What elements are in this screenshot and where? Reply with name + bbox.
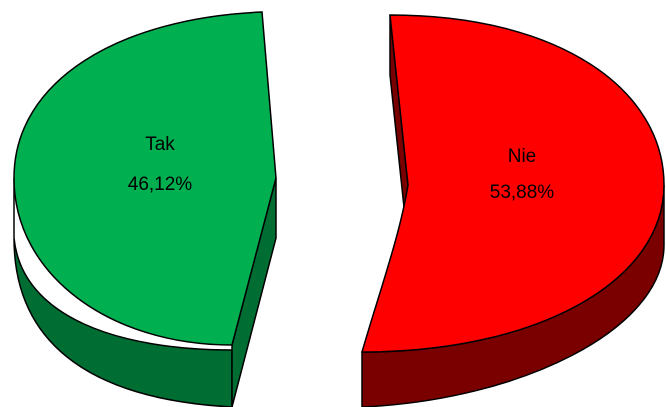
slice-tak-top: [13, 11, 277, 346]
slice-nie-value: 53,88%: [490, 182, 555, 203]
slice-tak-side: [13, 178, 233, 407]
slice-nie: Nie 53,88%: [361, 14, 665, 407]
slice-tak-label: Tak: [145, 134, 175, 155]
slice-nie-label: Nie: [508, 146, 537, 167]
slice-tak: Tak 46,12%: [13, 11, 277, 407]
slice-nie-top: [361, 14, 665, 353]
slice-tak-value: 46,12%: [128, 174, 193, 195]
